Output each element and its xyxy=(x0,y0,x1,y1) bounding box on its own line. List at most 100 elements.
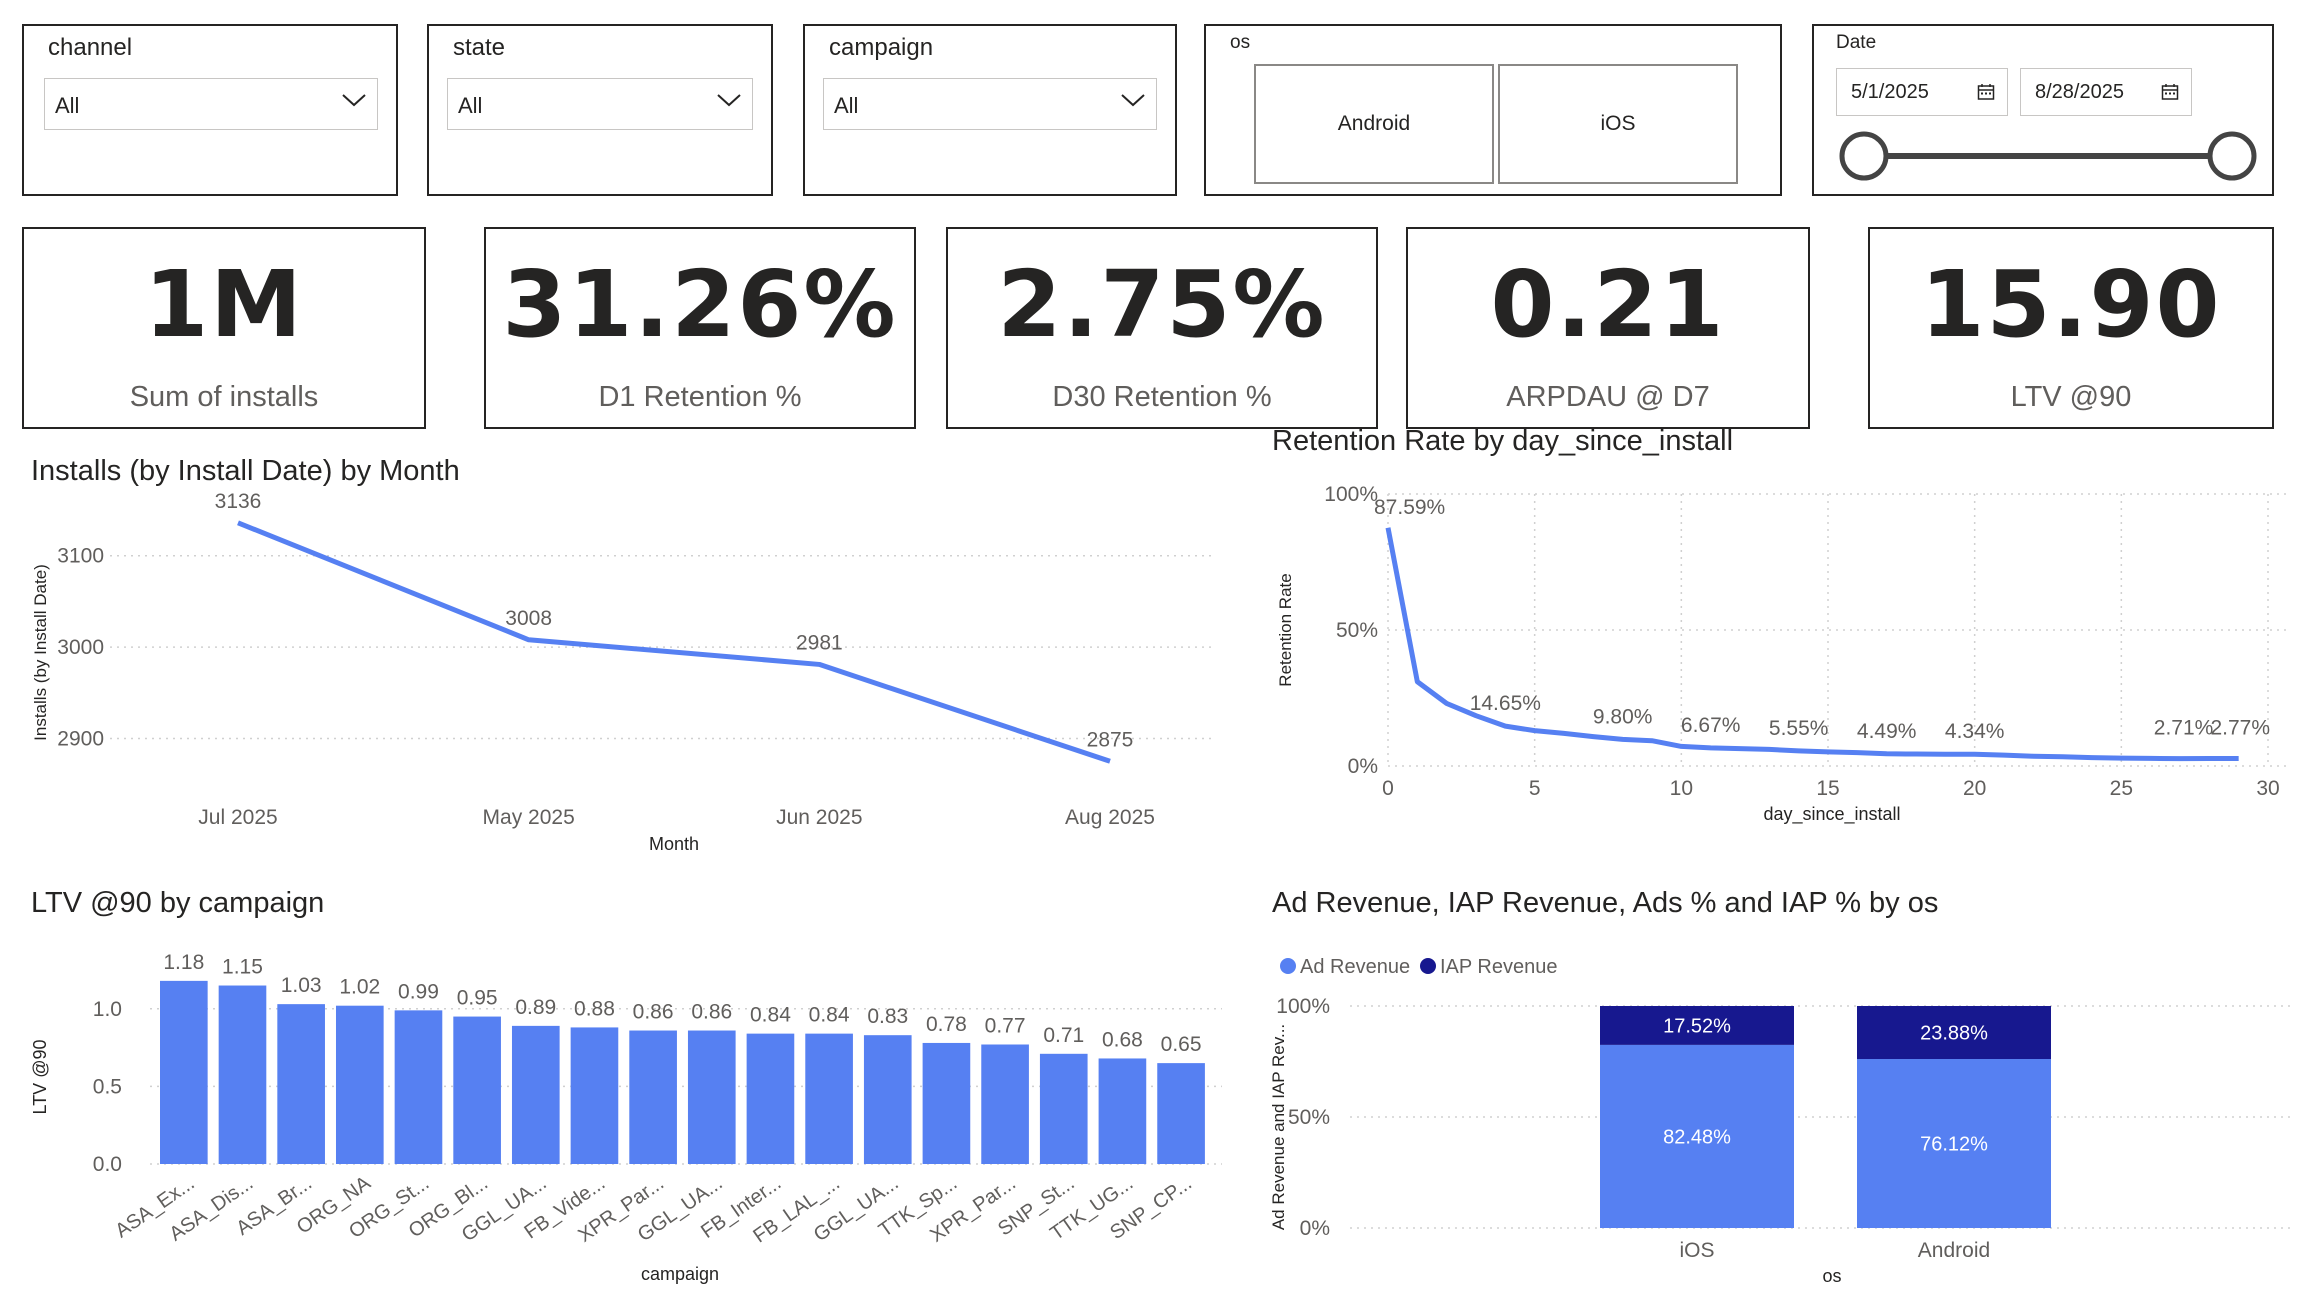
x-axis-title: day_since_install xyxy=(1763,804,1900,825)
data-label: 0.68 xyxy=(1102,1028,1143,1051)
calendar-icon[interactable] xyxy=(1977,83,1995,101)
kpi-value: 0.21 xyxy=(1490,251,1726,358)
date-range-slider[interactable] xyxy=(1814,126,2274,186)
campaign-slicer: campaign All xyxy=(803,24,1177,196)
legend-label: Ad Revenue xyxy=(1300,956,1410,978)
x-tick-label: May 2025 xyxy=(483,806,575,829)
chevron-down-icon xyxy=(717,94,741,107)
data-label: 14.65% xyxy=(1470,692,1541,715)
legend-marker xyxy=(1420,958,1436,974)
data-label: 9.80% xyxy=(1593,705,1653,728)
kpi-value: 15.90 xyxy=(1920,251,2222,358)
y-axis-title: Ad Revenue and IAP Rev... xyxy=(1269,1024,1288,1230)
os-slicer-title: os xyxy=(1230,32,1251,53)
start-date-value: 5/1/2025 xyxy=(1851,81,1929,103)
campaign-dropdown-value: All xyxy=(834,93,859,118)
channel-slicer-title: channel xyxy=(48,34,133,61)
kpi-card-arpdau: 0.21 ARPDAU @ D7 xyxy=(1406,227,1810,429)
retention-chart-title: Retention Rate by day_since_install xyxy=(1272,425,1734,457)
kpi-card-d30-retention: 2.75% D30 Retention % xyxy=(946,227,1378,429)
data-label: 2875 xyxy=(1087,728,1134,751)
y-axis-title: Installs (by Install Date) xyxy=(31,564,50,741)
installs-chart-title: Installs (by Install Date) by Month xyxy=(31,455,460,487)
y-axis-title: LTV @90 xyxy=(30,1040,50,1115)
campaign-slicer-title: campaign xyxy=(829,34,934,61)
os-tile-ios[interactable]: iOS xyxy=(1498,64,1738,184)
ltv-bar-chart: 0.00.51.01.18ASA_Ex...1.15ASA_Dis...1.03… xyxy=(30,951,1222,1284)
os-slicer: os Android iOS xyxy=(1204,24,1782,196)
data-label: 0.77 xyxy=(985,1014,1026,1037)
x-tick-label: 0 xyxy=(1382,777,1394,800)
kpi-card-d1-retention: 31.26% D1 Retention % xyxy=(484,227,916,429)
data-label: 6.67% xyxy=(1681,714,1741,737)
data-label: 76.12% xyxy=(1920,1134,1988,1156)
legend-label: IAP Revenue xyxy=(1440,956,1558,978)
kpi-label: Sum of installs xyxy=(129,381,319,413)
state-dropdown[interactable]: All xyxy=(447,78,753,130)
data-label: 0.65 xyxy=(1161,1033,1202,1056)
channel-slicer: channel All xyxy=(22,24,398,196)
x-tick-label: 10 xyxy=(1670,777,1693,800)
y-tick-label: 0% xyxy=(1348,755,1378,778)
bar xyxy=(335,1005,384,1164)
data-label: 0.86 xyxy=(633,1001,674,1024)
stacked-bar-segment xyxy=(1600,1044,1794,1228)
x-tick-label: iOS xyxy=(1679,1239,1714,1262)
bar xyxy=(277,1004,325,1164)
data-label: 4.34% xyxy=(1945,720,2005,743)
bar xyxy=(863,1035,912,1164)
os-tile-android[interactable]: Android xyxy=(1254,64,1494,184)
kpi-value: 2.75% xyxy=(997,251,1327,358)
start-date-input[interactable]: 5/1/2025 xyxy=(1836,68,2008,116)
x-tick-label: 15 xyxy=(1816,777,1839,800)
revenue-chart-title: Ad Revenue, IAP Revenue, Ads % and IAP %… xyxy=(1272,887,1939,919)
y-tick-label: 100% xyxy=(1324,483,1378,506)
y-tick-label: 50% xyxy=(1336,619,1378,642)
bar xyxy=(511,1025,560,1164)
stacked-bar-segment xyxy=(1857,1006,2051,1060)
data-label: 23.88% xyxy=(1920,1023,1988,1045)
kpi-card-installs: 1M Sum of installs xyxy=(22,227,426,429)
calendar-icon[interactable] xyxy=(2161,83,2179,101)
date-slicer-title: Date xyxy=(1836,32,1877,53)
end-date-input[interactable]: 8/28/2025 xyxy=(2020,68,2192,116)
installs-line-chart: 2900 3000 3100 3136 Jul 2025 3008 May 2025 2981… xyxy=(31,490,1215,854)
kpi-value: 1M xyxy=(144,251,304,358)
x-axis-title: campaign xyxy=(641,1264,719,1284)
data-label: 3008 xyxy=(505,607,552,630)
y-tick-label: 3000 xyxy=(57,636,104,659)
stacked-bar-segment xyxy=(1857,1059,2051,1228)
y-axis-title: Retention Rate xyxy=(1276,573,1295,686)
revenue-stacked-bar-chart: Ad Revenue IAP Revenue 0% 50% 100% 82.48% 17.5… xyxy=(1269,956,2295,1286)
bar xyxy=(629,1030,677,1164)
y-tick-label: 2900 xyxy=(57,727,104,750)
kpi-label: ARPDAU @ D7 xyxy=(1506,381,1710,413)
data-label: 82.48% xyxy=(1663,1126,1731,1148)
data-label: 3136 xyxy=(215,490,262,513)
x-tick-label: 30 xyxy=(2256,777,2279,800)
data-label: 87.59% xyxy=(1374,496,1445,519)
x-tick-label: 5 xyxy=(1529,777,1541,800)
kpi-label: LTV @90 xyxy=(2010,381,2132,413)
bar xyxy=(570,1027,619,1164)
chevron-down-icon xyxy=(1121,94,1145,107)
retention-line-chart: 0% 50% 100% 0 5 10 15 20 25 30 87.59% 14.65% 9.80% 6.… xyxy=(1276,483,2290,825)
data-label: 0.84 xyxy=(750,1004,791,1027)
x-tick-label: Aug 2025 xyxy=(1065,806,1155,829)
y-tick-label: 0.5 xyxy=(93,1075,122,1098)
channel-dropdown[interactable]: All xyxy=(44,78,378,130)
bar xyxy=(687,1030,736,1164)
bar xyxy=(218,985,267,1164)
data-label: 0.88 xyxy=(574,997,615,1020)
channel-dropdown-value: All xyxy=(55,93,80,118)
bar xyxy=(805,1033,853,1164)
slider-start-handle[interactable] xyxy=(1839,131,1889,181)
state-slicer-title: state xyxy=(453,34,506,61)
slider-end-handle[interactable] xyxy=(2207,131,2257,181)
bar xyxy=(981,1044,1029,1164)
data-label: 1.18 xyxy=(163,951,204,974)
bar xyxy=(922,1042,971,1164)
data-label: 0.95 xyxy=(457,987,498,1010)
y-tick-label: 0.0 xyxy=(93,1153,122,1176)
campaign-dropdown[interactable]: All xyxy=(823,78,1157,130)
